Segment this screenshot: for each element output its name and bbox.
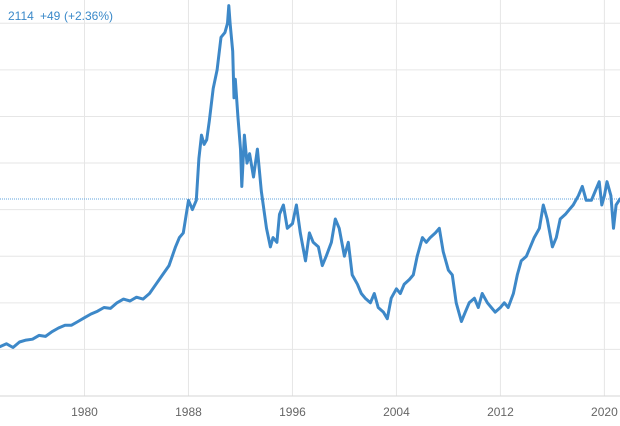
x-tick-label-2: 1996 [279, 405, 306, 419]
readout-change: +49 [40, 9, 61, 23]
x-tick-label-3: 2004 [383, 405, 410, 419]
x-axis: 1980 1988 1996 2004 2012 2020 [71, 405, 618, 419]
readout-change-pct: (+2.36%) [64, 9, 113, 23]
x-tick-label-0: 1980 [71, 405, 98, 419]
readout-value: 2114 [8, 9, 34, 23]
series-line [0, 4, 620, 349]
x-tick-label-5: 2020 [591, 405, 618, 419]
price-readout: 2114 +49 (+2.36%) [8, 9, 113, 23]
grid-lines [0, 0, 620, 397]
x-tick-label-1: 1988 [175, 405, 202, 419]
x-tick-label-4: 2012 [487, 405, 514, 419]
